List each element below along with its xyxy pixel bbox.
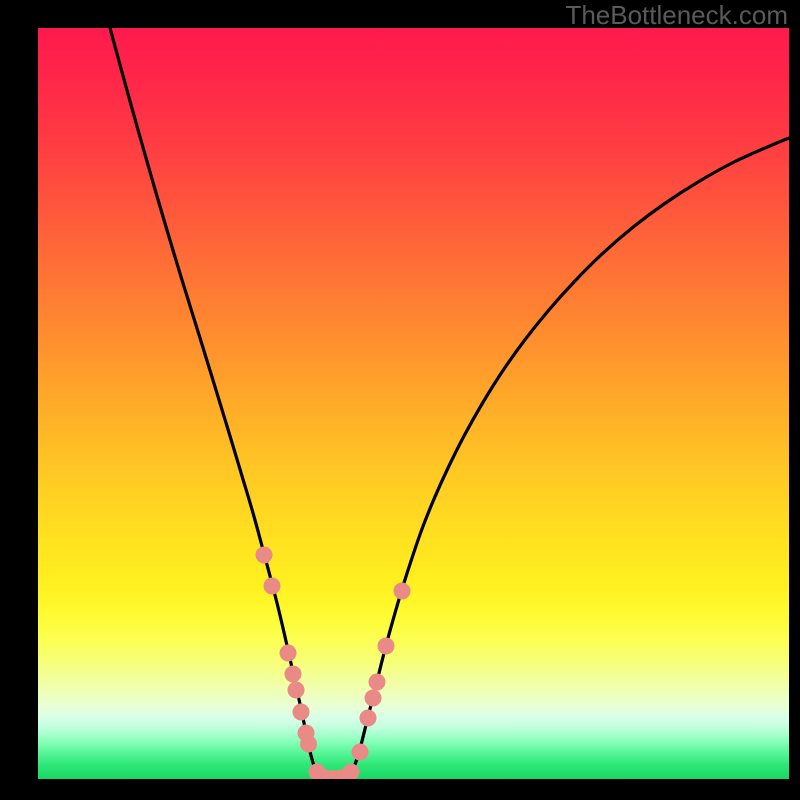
data-marker (256, 547, 273, 564)
data-marker (369, 674, 386, 691)
plot-area (38, 28, 789, 779)
data-marker (360, 710, 377, 727)
data-marker (293, 704, 310, 721)
data-marker (280, 645, 297, 662)
marker-group (256, 547, 411, 780)
data-marker (365, 690, 382, 707)
data-marker (352, 744, 369, 761)
data-marker (300, 736, 317, 753)
data-marker (394, 583, 411, 600)
bottleneck-curve (110, 28, 789, 779)
data-marker (285, 666, 302, 683)
data-marker (264, 578, 281, 595)
chart-container: { "chart": { "type": "line", "canvas": {… (0, 0, 800, 800)
data-marker (288, 682, 305, 699)
watermark-text: TheBottleneck.com (565, 0, 788, 31)
curve-layer (38, 28, 789, 779)
data-marker (343, 764, 360, 780)
data-marker (378, 638, 395, 655)
